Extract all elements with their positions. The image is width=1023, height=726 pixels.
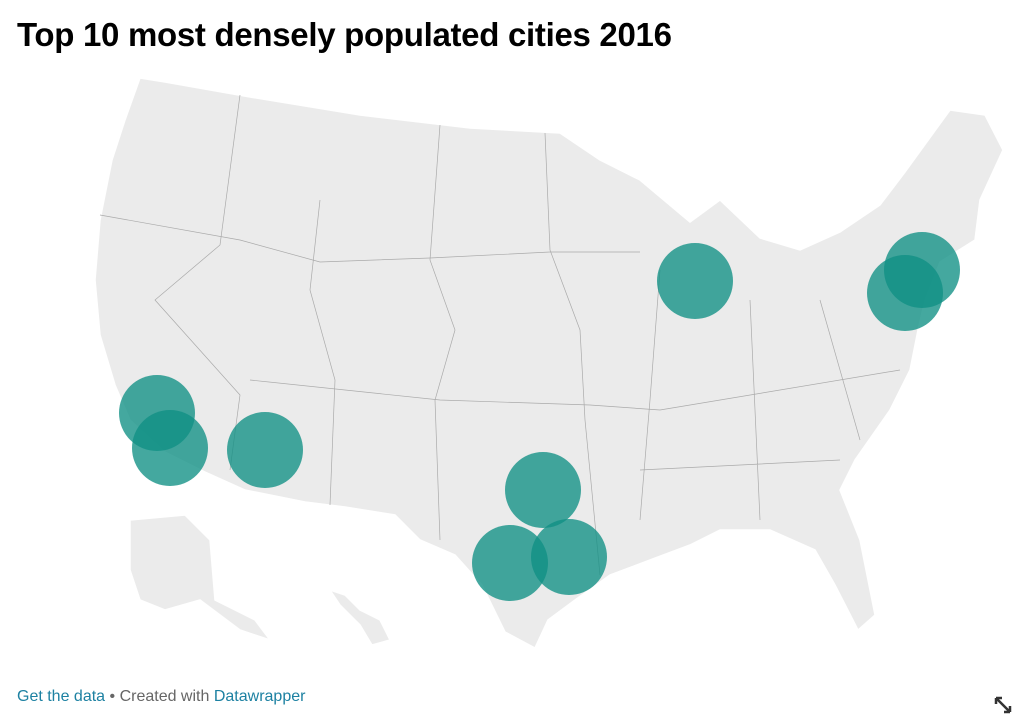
- resize-icon[interactable]: [994, 696, 1012, 714]
- city-bubble: [472, 525, 548, 601]
- city-bubbles: [119, 232, 960, 601]
- get-data-link[interactable]: Get the data: [17, 688, 106, 705]
- border: [154, 94, 241, 471]
- alaska: [129, 514, 273, 642]
- border: [429, 124, 456, 541]
- footer: Get the data • Created with Datawrapper: [17, 688, 305, 706]
- city-bubble: [227, 412, 303, 488]
- border: [309, 199, 336, 506]
- border: [249, 369, 901, 411]
- border: [639, 299, 861, 521]
- us-mainland: [94, 77, 1004, 650]
- border: [99, 214, 640, 263]
- city-bubble: [505, 452, 581, 528]
- city-bubble: [867, 255, 943, 331]
- credit-text: • Created with: [109, 688, 210, 705]
- hawaii: [328, 588, 392, 646]
- map: [94, 77, 1004, 650]
- city-bubble: [657, 243, 733, 319]
- state-borders: [99, 94, 901, 576]
- city-bubble: [531, 519, 607, 595]
- border: [544, 132, 601, 576]
- datawrapper-link[interactable]: Datawrapper: [213, 688, 306, 705]
- title: Top 10 most densely populated cities 201…: [17, 16, 672, 53]
- land: [94, 77, 1004, 650]
- border: [639, 269, 661, 521]
- city-bubble: [132, 410, 208, 486]
